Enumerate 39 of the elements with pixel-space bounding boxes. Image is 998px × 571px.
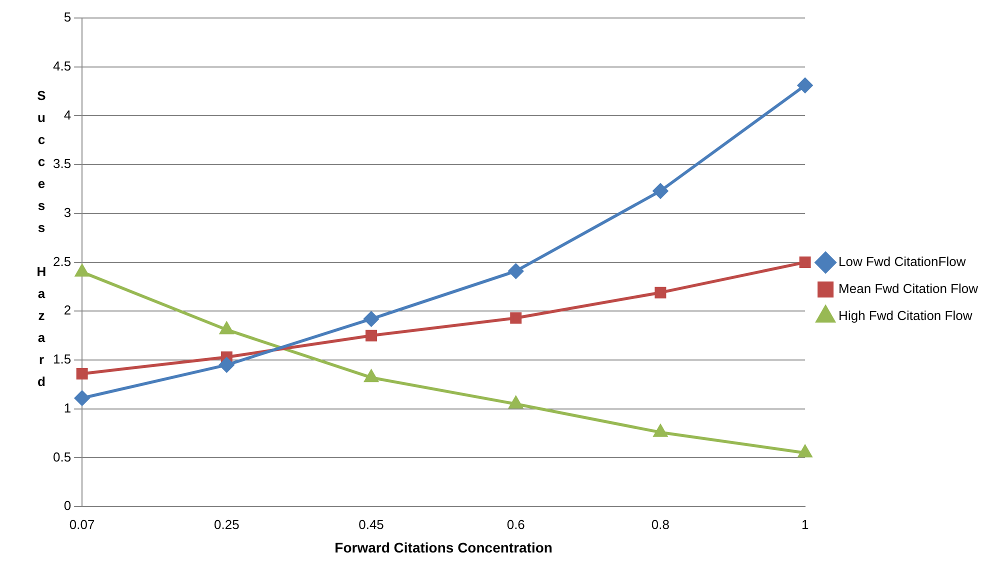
y-tick-label: 2.5 (52, 254, 72, 269)
point (799, 256, 811, 268)
point (219, 357, 234, 372)
x-tick-label: 0.8 (651, 516, 670, 532)
legend-label: High Fwd Citation Flow (838, 308, 973, 324)
point (654, 286, 666, 298)
x-tick-label: 0.6 (506, 516, 525, 532)
point (508, 264, 524, 279)
point (76, 368, 88, 380)
legend-label: Mean Fwd Citation Flow (838, 281, 979, 296)
point (509, 396, 523, 408)
y-tick-label: 2 (64, 302, 72, 318)
point (220, 322, 234, 334)
point (364, 370, 378, 382)
y-tick-label: 0.5 (52, 449, 72, 464)
y-tick-label: 4.5 (52, 58, 72, 74)
point (798, 78, 813, 93)
y-tick-label: 3 (64, 205, 72, 220)
point (798, 445, 812, 458)
y-tick-label: 5 (64, 10, 72, 25)
y-tick-label: 4 (64, 107, 72, 122)
point (652, 183, 668, 198)
x-tick-label: 1 (801, 516, 809, 532)
point (74, 390, 90, 406)
x-axis-title: Forward Citations Concentration (334, 539, 552, 556)
y-tick-label: 1 (64, 400, 72, 416)
x-tick-label: 0.45 (358, 516, 384, 532)
point (364, 311, 379, 326)
point (75, 264, 89, 277)
y-tick-label: 3.5 (52, 156, 72, 172)
point (366, 330, 378, 342)
x-tick-label: 0.07 (69, 516, 95, 532)
x-tick-label: 0.25 (214, 516, 240, 532)
y-axis-title: Success Hazard (34, 88, 49, 396)
y-tick-label: 0 (64, 498, 72, 514)
point (510, 312, 522, 324)
point (654, 424, 668, 437)
legend-label: Low Fwd CitationFlow (838, 254, 966, 270)
y-tick-label: 1.5 (52, 352, 72, 367)
